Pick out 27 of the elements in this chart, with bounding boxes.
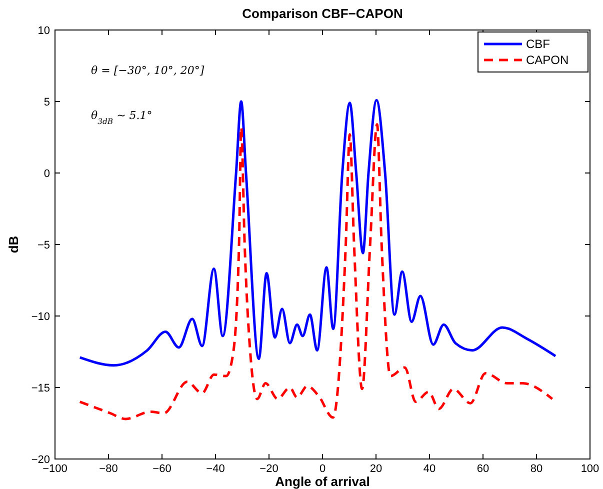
y-tick-label: 10 bbox=[38, 25, 50, 37]
y-axis-title: dB bbox=[6, 236, 21, 254]
y-tick-label: −5 bbox=[37, 240, 50, 252]
x-tick-label: 40 bbox=[423, 463, 436, 475]
legend-label: CBF bbox=[526, 37, 550, 51]
x-tick-label: 100 bbox=[580, 463, 600, 475]
annotation: θ = [−30°, 10°, 20°] bbox=[91, 64, 205, 77]
x-tick-label: −40 bbox=[206, 463, 225, 475]
y-tick-label: 5 bbox=[44, 96, 50, 108]
x-tick-label: −20 bbox=[260, 463, 278, 475]
legend-label: CAPON bbox=[526, 53, 569, 67]
chart-title: Comparison CBF−CAPON bbox=[242, 6, 403, 21]
y-tick-label: −10 bbox=[31, 311, 50, 323]
y-tick-label: −20 bbox=[31, 454, 50, 466]
x-tick-label: −80 bbox=[99, 463, 118, 475]
y-tick-label: 0 bbox=[44, 168, 50, 180]
x-tick-label: −100 bbox=[42, 463, 68, 475]
x-tick-label: 60 bbox=[476, 463, 490, 475]
y-tick-label: −15 bbox=[31, 382, 50, 394]
line-series bbox=[78, 123, 554, 420]
x-axis-title: Angle of arrival bbox=[275, 474, 370, 489]
x-tick-label: 0 bbox=[319, 463, 326, 475]
annotation: θ$_{3dB}$ ∼ 5.1° bbox=[91, 109, 152, 126]
line-series bbox=[78, 98, 557, 367]
x-tick-label: 20 bbox=[370, 463, 382, 475]
x-tick-label: 80 bbox=[530, 463, 543, 475]
x-tick-label: −60 bbox=[152, 463, 172, 475]
